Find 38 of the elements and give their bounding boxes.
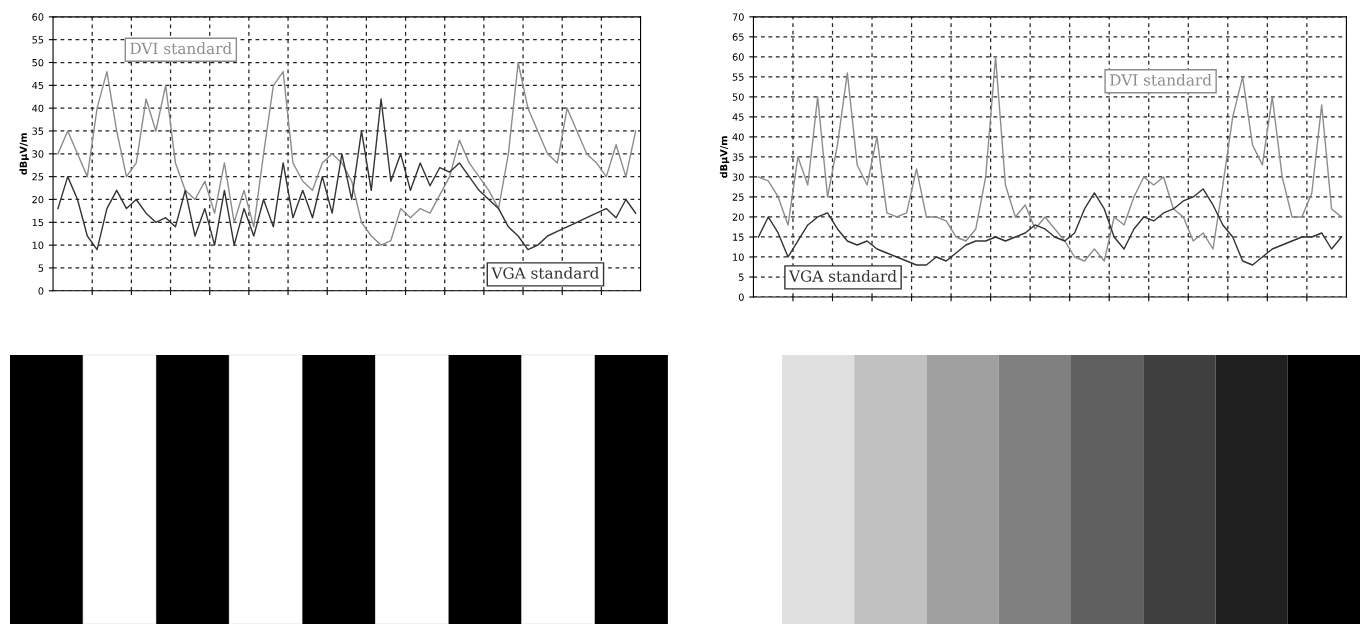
series-label: VGA standard xyxy=(491,266,599,279)
y-tick-label: 5 xyxy=(38,264,44,272)
line-series xyxy=(57,98,637,251)
y-tick-label: 45 xyxy=(732,113,744,121)
y-tick-label: 15 xyxy=(32,218,44,227)
y-tick-label: 40 xyxy=(732,133,744,141)
y-tick-label: 55 xyxy=(32,36,44,44)
series-label: DVI standard xyxy=(130,42,232,55)
y-tick-label: 30 xyxy=(732,173,744,181)
y-tick-label: 5 xyxy=(738,273,744,281)
y-tick-label: 45 xyxy=(32,81,44,90)
y-tick-label: 30 xyxy=(32,150,44,158)
y-tick-label: 50 xyxy=(32,58,44,67)
line-series xyxy=(757,56,1343,262)
y-tick-label: 25 xyxy=(32,173,44,181)
y-tick-label: 40 xyxy=(32,104,44,112)
y-tick-label: 35 xyxy=(732,153,744,161)
y-axis-title: dBμV/m xyxy=(19,133,29,175)
y-tick-label: 55 xyxy=(732,73,744,81)
line-series xyxy=(57,61,637,246)
y-axis-title: dBμV/m xyxy=(719,136,730,178)
y-tick-label: 65 xyxy=(732,33,744,41)
y-tick-label: 25 xyxy=(732,193,744,201)
y-tick-label: 10 xyxy=(32,241,44,249)
y-tick-label: 60 xyxy=(732,53,744,61)
series-label: DVI standard xyxy=(1110,73,1212,86)
y-tick-label: 70 xyxy=(732,13,744,21)
y-tick-label: 15 xyxy=(733,233,744,241)
y-tick-label: 0 xyxy=(738,293,744,301)
y-tick-label: 10 xyxy=(733,253,744,261)
y-tick-label: 50 xyxy=(732,93,744,101)
y-tick-label: 20 xyxy=(732,213,744,221)
y-tick-label: 60 xyxy=(32,13,44,21)
series-label: VGA standard xyxy=(788,270,897,282)
y-tick-label: 35 xyxy=(32,127,44,135)
y-tick-label: 20 xyxy=(32,195,44,204)
line-series xyxy=(757,188,1343,266)
y-tick-label: 0 xyxy=(38,287,44,295)
